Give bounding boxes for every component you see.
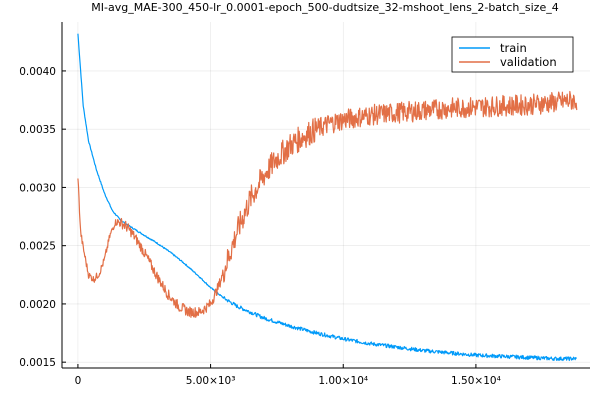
series-line-train: [77, 33, 577, 362]
x-tick-label: 0: [75, 375, 82, 387]
legend-label-validation: validation: [500, 55, 557, 69]
y-tick-label: 0.0025: [19, 241, 56, 253]
y-tick-label: 0.0020: [19, 299, 56, 311]
x-tick-label: 1.50×10⁴: [451, 375, 501, 387]
y-tick-label: 0.0040: [19, 66, 56, 78]
axes: 0 5.00×10³ 1.00×10⁴ 1.50×10⁴ 0.0015 0.0020 0.0…: [19, 22, 590, 387]
x-tick-label: 5.00×10³: [186, 375, 236, 387]
legend-label-train: train: [500, 41, 527, 55]
series-line-validation: [77, 90, 578, 318]
y-tick-label: 0.0015: [19, 357, 56, 369]
legend-box: [451, 36, 574, 73]
y-tick-label: 0.0035: [19, 124, 56, 136]
y-tick-label: 0.0030: [19, 182, 56, 194]
x-tick-label: 1.00×10⁴: [318, 375, 368, 387]
grid: [62, 22, 590, 368]
plot-area: [77, 33, 578, 362]
chart-title: MI-avg_MAE-300_450-lr_0.0001-epoch_500-d…: [91, 1, 558, 14]
